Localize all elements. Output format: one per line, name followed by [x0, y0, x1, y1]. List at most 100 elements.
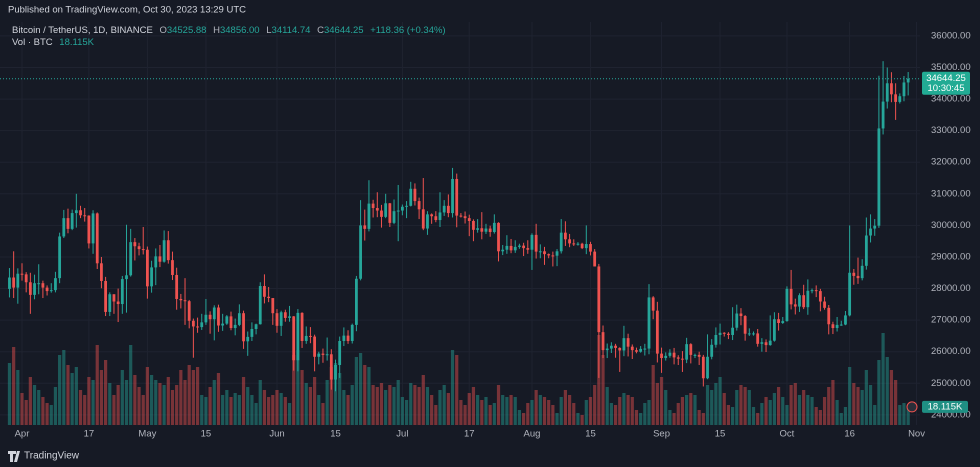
volume-bar [258, 380, 262, 425]
x-tick-label: Nov [908, 429, 925, 440]
candle-body [20, 273, 24, 275]
candle-body [233, 324, 237, 329]
candle-body [593, 251, 597, 267]
volume-bar [28, 377, 32, 425]
candle-body [100, 263, 103, 281]
candle-body [877, 128, 881, 226]
volume-bar [183, 380, 187, 425]
candle-body [576, 243, 580, 245]
y-tick-label: 29000.00 [931, 251, 971, 262]
candle-body [492, 222, 496, 233]
candle-body [676, 357, 680, 359]
candle-body [664, 355, 668, 359]
candle-body [279, 312, 283, 326]
candle-body [296, 312, 300, 361]
volume-bar [764, 397, 768, 425]
candle-body [785, 288, 789, 322]
volume-bar [267, 397, 271, 425]
candle-body [350, 324, 354, 341]
candle-body [221, 323, 225, 326]
volume-bar [425, 387, 430, 425]
volume-bar [534, 390, 538, 425]
volume-bar [129, 345, 133, 425]
candle-body [668, 352, 672, 356]
candle-body [187, 301, 191, 321]
volume-bar [760, 403, 764, 425]
volume-bar [279, 393, 283, 425]
volume-bar [237, 395, 241, 425]
volume-bar [455, 355, 459, 425]
volume-bar [806, 395, 810, 425]
volume-bar [170, 390, 175, 425]
candle-body [564, 232, 567, 240]
candle-body [814, 290, 818, 292]
candle-body [643, 348, 647, 350]
volume-pane [7, 333, 910, 425]
candle-body [104, 280, 107, 312]
volume-bar [722, 393, 726, 425]
volume-bar [827, 387, 831, 425]
volume-bar [78, 390, 83, 425]
candle-body [217, 307, 220, 326]
candle-body [655, 310, 659, 354]
volume-bar [275, 390, 279, 425]
volume-bar [250, 395, 254, 425]
candle-body [283, 312, 287, 318]
volume-bar [58, 355, 62, 425]
volume-bar [204, 397, 208, 425]
volume-label-box [922, 400, 968, 413]
volume-bar [74, 367, 78, 425]
candle-body [421, 209, 425, 229]
volume-bar [463, 405, 467, 425]
volume-bar [668, 410, 672, 425]
volume-bar [221, 395, 225, 425]
volume-legend: Vol · BTC 18.115K [12, 37, 95, 48]
volume-bar [714, 383, 718, 425]
volume-bar [87, 377, 91, 425]
y-tick-label: 35000.00 [931, 62, 971, 73]
candle-body [91, 213, 95, 244]
volume-bar [37, 390, 41, 425]
volume-bar [471, 387, 476, 425]
x-tick-label: Aug [524, 429, 541, 440]
volume-bar [618, 397, 622, 425]
volume-bar [375, 387, 379, 425]
candle-body [522, 245, 525, 249]
candle-body [12, 277, 16, 288]
candle-body [304, 335, 308, 341]
volume-bar [664, 390, 668, 425]
candle-body [622, 338, 626, 351]
volume-bar [488, 405, 492, 425]
volume-bar [158, 383, 162, 425]
candle-body [329, 354, 333, 380]
volume-bar [321, 403, 325, 425]
candle-body [890, 83, 893, 95]
volume-bar [517, 410, 522, 425]
volume-bar [735, 390, 739, 425]
volume-bar [634, 410, 639, 425]
volume-bar [852, 383, 856, 425]
candle-body [388, 203, 392, 223]
candle-body [793, 304, 797, 307]
candle-body [417, 201, 421, 210]
volume-bar [580, 415, 584, 425]
candle-body [166, 240, 170, 261]
volume-bar [225, 390, 229, 425]
candle-body [605, 348, 609, 351]
candle-body [175, 274, 179, 299]
volume-bar [384, 390, 388, 425]
candle-body [580, 243, 584, 249]
candle-body [267, 296, 271, 299]
volume-bar [839, 413, 843, 425]
volume-bar [776, 387, 781, 425]
volume-bar [304, 383, 308, 425]
candle-body [752, 333, 755, 335]
volume-value: 18.115K [59, 37, 94, 48]
ohlc-value: 34525.88 [167, 25, 207, 36]
candles [0, 61, 920, 392]
candle-body [505, 245, 509, 250]
candle-body [367, 203, 371, 229]
candle-body [534, 234, 538, 252]
volume-bar [731, 407, 735, 425]
